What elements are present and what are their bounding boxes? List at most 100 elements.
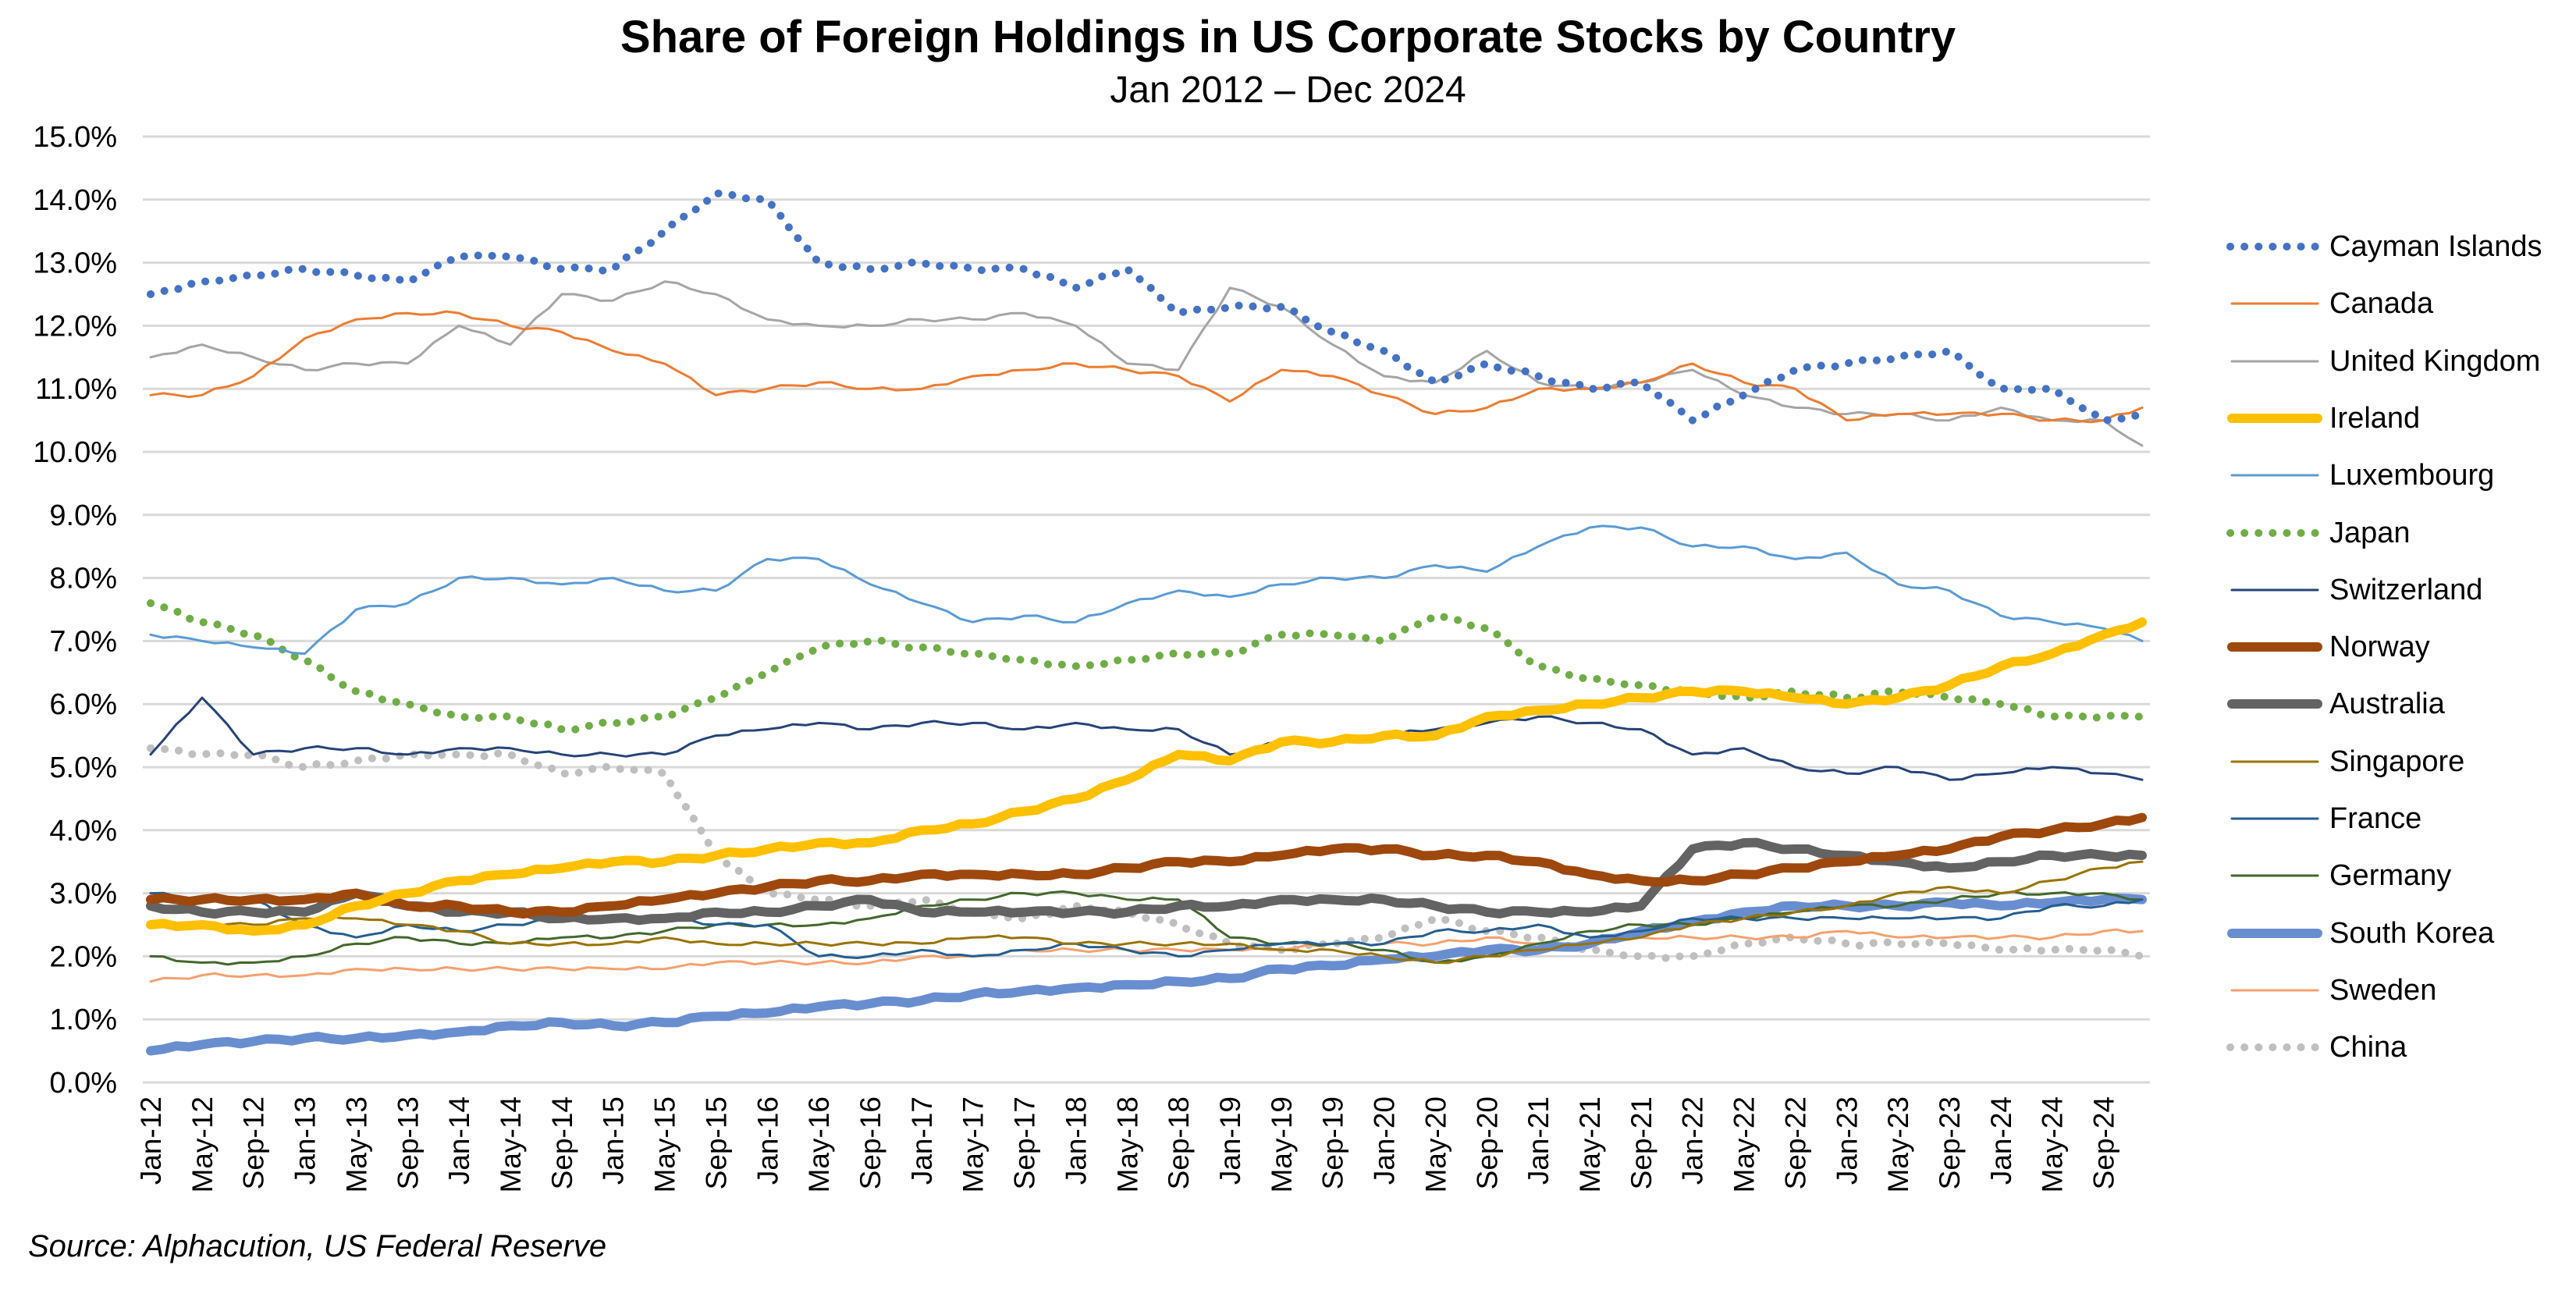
x-tick-label: Sep-23	[1934, 1096, 1966, 1189]
legend-swatch-icon	[2227, 699, 2322, 709]
x-tick-label: Sep-19	[1317, 1096, 1349, 1189]
x-tick-label: May-20	[1419, 1096, 1451, 1192]
legend-swatch-icon	[2226, 1043, 2323, 1052]
legend-swatch-icon	[2230, 989, 2319, 992]
series-line-cayman-islands	[147, 189, 2146, 425]
legend-item: Cayman Islands	[2224, 226, 2575, 273]
x-tick-label: Sep-22	[1779, 1096, 1811, 1189]
legend-label: Japan	[2329, 516, 2411, 549]
x-tick-label: May-12	[187, 1096, 219, 1192]
y-tick-label: 2.0%	[49, 940, 117, 973]
legend-item: Canada	[2224, 283, 2575, 330]
y-tick-label: 13.0%	[33, 247, 117, 280]
legend-item: Norway	[2224, 627, 2575, 673]
y-tick-label: 10.0%	[33, 436, 117, 469]
legend-label: Ireland	[2329, 401, 2421, 435]
x-tick-label: May-16	[803, 1096, 835, 1192]
y-tick-label: 0.0%	[49, 1067, 117, 1100]
legend-swatch-icon	[2230, 588, 2319, 592]
x-tick-label: Sep-12	[238, 1096, 270, 1189]
legend-item: France	[2224, 798, 2575, 845]
legend-label: Cayman Islands	[2329, 230, 2542, 263]
y-tick-label: 6.0%	[49, 688, 117, 721]
series-line-canada	[149, 310, 2144, 424]
legend-label: France	[2329, 802, 2422, 835]
y-tick-label: 15.0%	[33, 121, 117, 154]
x-tick-label: Jan-14	[443, 1096, 475, 1185]
x-tick-label: Jan-12	[135, 1096, 167, 1185]
legend-label: China	[2329, 1031, 2407, 1064]
legend-item: Sweden	[2224, 970, 2575, 1017]
y-tick-label: 3.0%	[49, 878, 117, 911]
chart-title: Share of Foreign Holdings in US Corporat…	[620, 12, 1956, 62]
legend-item: United Kingdom	[2224, 341, 2575, 388]
legend-label: South Korea	[2329, 916, 2495, 950]
x-tick-label: Sep-13	[392, 1096, 424, 1189]
legend-label: Sweden	[2329, 973, 2437, 1007]
x-tick-label: Jan-16	[751, 1096, 783, 1185]
x-tick-label: May-17	[958, 1096, 990, 1192]
series-line-ireland	[146, 617, 2147, 936]
series-line-france	[149, 891, 2144, 959]
chart-subtitle: Jan 2012 – Dec 2024	[1110, 69, 1466, 111]
legend-swatch-icon	[2230, 360, 2319, 363]
legend-swatch-icon	[2230, 760, 2319, 763]
legend-swatch-icon	[2230, 302, 2319, 305]
x-tick-label: Sep-15	[700, 1096, 732, 1189]
series-line-luxembourg	[149, 524, 2144, 656]
legend-label: United Kingdom	[2329, 344, 2541, 378]
y-tick-label: 12.0%	[33, 310, 117, 343]
x-tick-label: May-14	[495, 1096, 527, 1192]
legend-swatch-icon	[2230, 474, 2319, 477]
legend-label: Norway	[2329, 631, 2430, 664]
source-note: Source: Alphacution, US Federal Reserve	[28, 1229, 607, 1263]
legend-label: Switzerland	[2329, 573, 2483, 606]
x-tick-label: May-19	[1266, 1096, 1298, 1192]
legend-item: South Korea	[2224, 913, 2575, 960]
legend-swatch-icon	[2226, 528, 2323, 537]
x-tick-label: Jan-18	[1060, 1096, 1092, 1185]
x-tick-label: Jan-21	[1523, 1096, 1554, 1185]
x-tick-label: May-24	[2037, 1096, 2069, 1192]
legend-item: Luxembourg	[2224, 455, 2575, 502]
legend-item: Australia	[2224, 684, 2575, 730]
x-tick-label: Jan-15	[598, 1096, 630, 1185]
legend-item: China	[2224, 1027, 2575, 1074]
series-line-south-korea	[146, 893, 2147, 1056]
y-tick-label: 8.0%	[49, 563, 117, 595]
x-tick-label: May-21	[1574, 1096, 1606, 1192]
y-tick-label: 14.0%	[33, 184, 117, 217]
x-tick-label: Jan-23	[1831, 1096, 1863, 1185]
legend-label: Singapore	[2329, 745, 2465, 778]
x-tick-label: Sep-24	[2088, 1096, 2120, 1189]
series-line-sweden	[149, 928, 2144, 983]
series-line-japan	[147, 599, 2146, 734]
x-tick-label: Sep-18	[1163, 1096, 1195, 1189]
series-line-united-kingdom	[149, 280, 2144, 447]
y-axis-labels: 0.0% 1.0% 2.0% 3.0% 4.0% 5.0% 6.0% 7.0% 8.0% 9.0%…	[33, 121, 117, 1100]
series-line-china	[147, 744, 2146, 962]
y-tick-label: 9.0%	[49, 499, 117, 532]
legend-swatch-icon	[2227, 642, 2322, 652]
legend-label: Canada	[2329, 287, 2434, 321]
series-line-norway	[146, 812, 2147, 919]
legend-swatch-icon	[2230, 874, 2319, 877]
x-tick-label: Sep-14	[546, 1096, 578, 1189]
legend-swatch-icon	[2227, 928, 2322, 938]
series-line-singapore	[149, 860, 2144, 965]
x-tick-label: Sep-20	[1471, 1096, 1503, 1189]
y-tick-label: 1.0%	[49, 1004, 117, 1036]
x-tick-label: Jan-24	[1985, 1096, 2017, 1185]
legend-item: Germany	[2224, 855, 2575, 902]
legend-item: Singapore	[2224, 741, 2575, 788]
x-tick-label: May-13	[340, 1096, 372, 1192]
series-lines	[146, 189, 2147, 1056]
legend-item: Switzerland	[2224, 570, 2575, 617]
x-tick-label: Sep-17	[1009, 1096, 1041, 1189]
x-axis-labels: Jan-12 May-12 Sep-12 Jan-13 May-13 Sep-13 Jan-…	[135, 1096, 2120, 1192]
legend-swatch-icon	[2230, 817, 2319, 820]
x-tick-label: May-22	[1729, 1096, 1761, 1192]
x-tick-label: Jan-13	[290, 1096, 322, 1185]
series-line-switzerland	[149, 696, 2144, 781]
